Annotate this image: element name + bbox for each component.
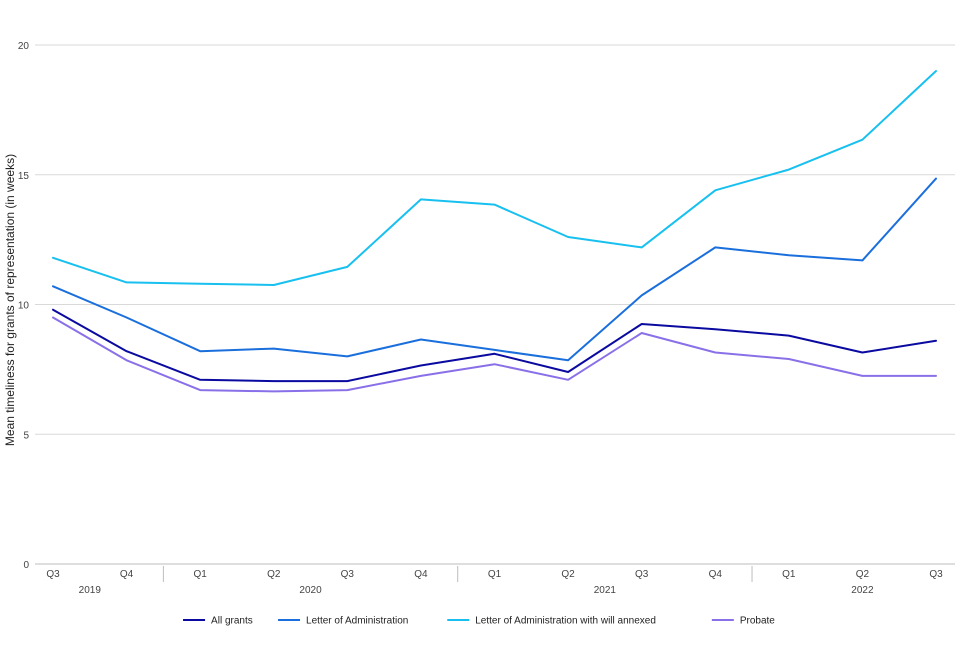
series-line-letter-of-administration-with-will-annexed xyxy=(52,70,937,286)
legend-label: Letter of Administration with will annex… xyxy=(475,616,656,627)
grid xyxy=(35,44,955,565)
y-tick-label: 0 xyxy=(23,560,29,571)
series-line-letter-of-administration xyxy=(52,177,937,362)
year-label: 2019 xyxy=(79,585,102,596)
x-tick-label: Q4 xyxy=(120,569,134,580)
series-line-all-grants xyxy=(52,308,937,383)
legend-item: All grants xyxy=(183,616,253,627)
x-tick-label: Q4 xyxy=(709,569,723,580)
y-axis-title: Mean timeliness for grants of representa… xyxy=(3,154,17,446)
legend-item: Letter of Administration with will annex… xyxy=(447,616,656,627)
series-line-probate xyxy=(52,316,937,393)
x-tick-label: Q3 xyxy=(341,569,355,580)
x-tick-label: Q2 xyxy=(561,569,575,580)
x-axis: Q3 Q4 Q1 Q2 Q3 Q4 Q1 Q2 Q3 Q4 Q1 Q2 Q3 2019 2020 2021 20… xyxy=(46,566,943,596)
legend-label: Letter of Administration xyxy=(306,616,408,627)
x-tick-label: Q2 xyxy=(267,569,281,580)
x-tick-label: Q3 xyxy=(929,569,943,580)
x-tick-label: Q3 xyxy=(46,569,60,580)
legend-item: Probate xyxy=(711,616,775,627)
legend-label: All grants xyxy=(211,616,253,627)
year-label: 2022 xyxy=(851,585,874,596)
x-tick-label: Q1 xyxy=(193,569,207,580)
year-label: 2021 xyxy=(594,585,617,596)
series-lines xyxy=(52,70,937,393)
x-tick-label: Q4 xyxy=(414,569,428,580)
x-tick-label: Q1 xyxy=(782,569,796,580)
year-label: 2020 xyxy=(299,585,322,596)
x-tick-label: Q3 xyxy=(635,569,649,580)
x-tick-label: Q1 xyxy=(488,569,502,580)
legend-item: Letter of Administration xyxy=(278,616,408,627)
y-tick-label: 15 xyxy=(18,171,30,182)
y-tick-label: 5 xyxy=(23,430,29,441)
y-axis: 0 5 10 15 20 xyxy=(18,41,30,571)
legend: All grants Letter of Administration Letter… xyxy=(183,616,775,627)
y-tick-label: 20 xyxy=(18,41,30,52)
x-tick-label: Q2 xyxy=(856,569,870,580)
y-tick-label: 10 xyxy=(18,301,30,312)
legend-label: Probate xyxy=(740,616,775,627)
